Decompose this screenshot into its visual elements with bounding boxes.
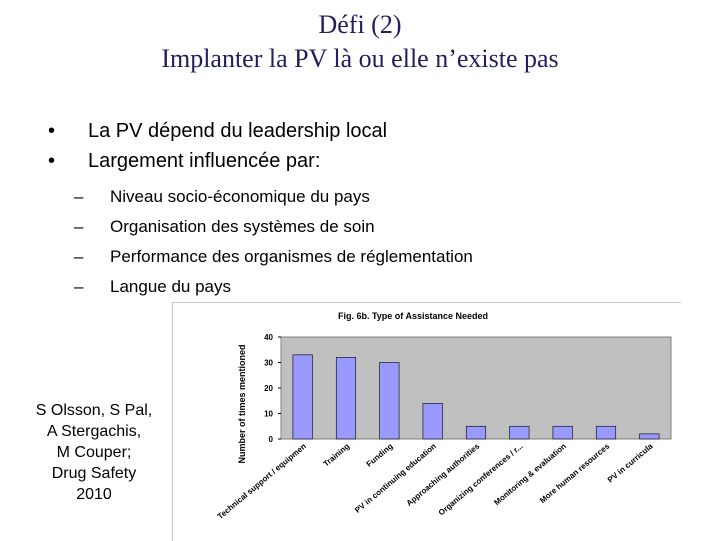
sub-bullet-dash: – bbox=[74, 217, 84, 236]
chart-x-tick-label: Technical support / equipmen bbox=[216, 442, 308, 521]
chart-y-tick-label: 0 bbox=[269, 435, 274, 444]
sub-bullet-text: Performance des organismes de réglementa… bbox=[110, 247, 473, 266]
bullet-item: • La PV dépend du leadership local bbox=[48, 116, 708, 146]
sub-bullet-list: – Niveau socio-économique du pays – Orga… bbox=[74, 182, 694, 302]
chart-bar bbox=[335, 357, 357, 440]
chart-x-tick-label: PV in continuing education bbox=[353, 442, 438, 515]
bullet-text: La PV dépend du leadership local bbox=[88, 120, 388, 142]
chart-bar bbox=[552, 425, 573, 440]
chart-y-tick-label: 20 bbox=[264, 384, 273, 393]
bullet-dot: • bbox=[48, 150, 56, 172]
chart-y-tick-label: 10 bbox=[264, 410, 273, 419]
chart-x-tick-label: Monitoring & evaluation bbox=[492, 442, 568, 508]
sub-bullet-text: Langue du pays bbox=[110, 277, 231, 296]
sub-bullet-dash: – bbox=[74, 247, 84, 266]
slide-title: Défi (2) Implanter la PV là ou elle n’ex… bbox=[0, 8, 720, 76]
chart-title: Fig. 6b. Type of Assistance Needed bbox=[338, 311, 488, 321]
bullet-dot: • bbox=[48, 120, 56, 142]
chart-x-tick-label: PV in curricula bbox=[606, 441, 655, 484]
citation: S Olsson, S Pal, A Stergachis, M Couper;… bbox=[18, 400, 170, 505]
slide-title-line-1: Défi (2) bbox=[318, 10, 402, 39]
citation-line: Drug Safety bbox=[51, 465, 137, 482]
sub-bullet-dash: – bbox=[74, 187, 84, 206]
chart-x-tick-label: Funding bbox=[365, 442, 395, 469]
sub-bullet-item: – Performance des organismes de réglemen… bbox=[74, 242, 694, 272]
chart-figure: Fig. 6b. Type of Assistance Needed Number… bbox=[172, 302, 681, 541]
chart-bar bbox=[509, 425, 530, 440]
chart-bar bbox=[422, 403, 443, 440]
bullet-list: • La PV dépend du leadership local • Lar… bbox=[48, 116, 708, 176]
citation-line: A Stergachis, bbox=[46, 423, 142, 440]
citation-line: S Olsson, S Pal, bbox=[35, 402, 153, 419]
chart-bar bbox=[465, 425, 487, 440]
chart-x-tick-label: Organizing conferences / r... bbox=[437, 442, 525, 518]
chart-bar bbox=[379, 362, 400, 440]
sub-bullet-dash: – bbox=[74, 277, 84, 296]
sub-bullet-item: – Organisation des systèmes de soin bbox=[74, 212, 694, 242]
chart-y-tick-label: 30 bbox=[264, 359, 273, 368]
sub-bullet-item: – Langue du pays bbox=[74, 272, 694, 302]
bullet-item: • Largement influencée par: bbox=[48, 146, 708, 176]
bar-chart: Fig. 6b. Type of Assistance Needed Number… bbox=[216, 311, 672, 521]
citation-line: 2010 bbox=[76, 486, 112, 503]
chart-x-tick-label: More human resources bbox=[538, 441, 612, 505]
citation-line: M Couper; bbox=[56, 444, 132, 461]
chart-bar bbox=[595, 425, 617, 440]
sub-bullet-text: Organisation des systèmes de soin bbox=[110, 217, 375, 236]
bullet-text: Largement influencée par: bbox=[88, 150, 321, 172]
sub-bullet-item: – Niveau socio-économique du pays bbox=[74, 182, 694, 212]
chart-bar bbox=[639, 433, 660, 440]
chart-y-tick-label: 40 bbox=[264, 333, 273, 342]
chart-x-tick-label: Training bbox=[322, 442, 352, 469]
slide-title-line-2: Implanter la PV là ou elle n’existe pas bbox=[161, 44, 559, 73]
sub-bullet-text: Niveau socio-économique du pays bbox=[110, 187, 370, 206]
chart-bar bbox=[292, 354, 313, 440]
chart-y-axis-label: Number of times mentioned bbox=[237, 344, 247, 463]
chart-x-tick-label: Approaching authorities bbox=[405, 441, 482, 508]
